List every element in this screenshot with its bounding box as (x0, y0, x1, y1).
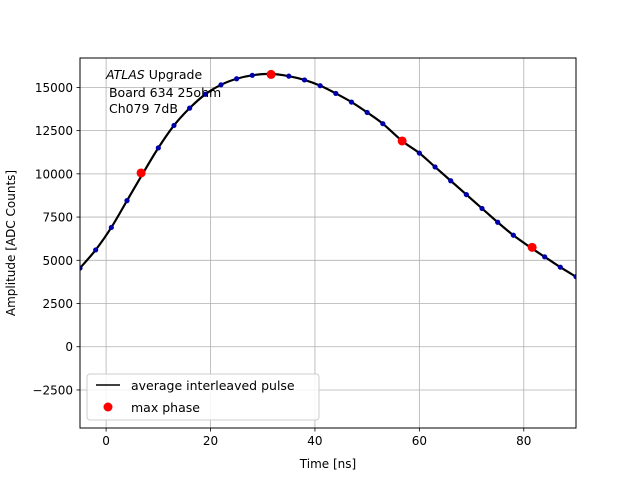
data-point (333, 90, 339, 97)
x-tick-label: 20 (203, 434, 218, 448)
x-tick-label: 60 (412, 434, 427, 448)
y-axis-label: Amplitude [ADC Counts] (4, 170, 18, 316)
data-point (380, 121, 386, 127)
data-point (301, 77, 308, 83)
data-point (557, 264, 563, 270)
annotation-upgrade: Upgrade (145, 67, 203, 82)
max-phase-point (266, 69, 276, 79)
legend: average interleaved pulse max phase (86, 373, 320, 421)
data-point (317, 83, 323, 89)
plot-frame (79, 57, 577, 429)
data-point (218, 82, 224, 88)
data-point (171, 122, 177, 129)
max-phase-point (527, 242, 537, 252)
annotation-channel: Ch079 7dB (105, 101, 178, 116)
max-phase-point (397, 136, 407, 146)
data-point (249, 72, 255, 78)
annotation: ATLAS Upgrade Board 634 25ohm Ch079 7dB (105, 67, 221, 116)
data-point (286, 73, 292, 79)
data-point (463, 191, 469, 198)
y-tick-label: 0 (65, 340, 73, 354)
annotation-atlas: ATLAS (105, 67, 145, 82)
data-point (80, 265, 83, 271)
plot-data (80, 69, 576, 280)
data-point (155, 145, 161, 151)
y-tick-label: 15000 (35, 81, 73, 95)
legend-marker-swatch (103, 402, 113, 412)
svg-text:ATLAS Upgrade: ATLAS Upgrade (105, 67, 202, 82)
data-point (124, 198, 130, 204)
x-tick-label: 40 (307, 434, 322, 448)
y-tick-label: 7500 (42, 211, 73, 225)
axis-ticks: 0 20 40 60 80 −2500 0 2500 5000 7500 10000 12500 150… (32, 81, 531, 448)
y-tick-label: 10000 (35, 167, 73, 181)
x-tick-label: 80 (516, 434, 531, 448)
x-axis-label: Time [ns] (299, 457, 356, 471)
data-point (479, 205, 485, 212)
data-point (108, 224, 114, 231)
y-tick-label: 5000 (42, 254, 73, 268)
legend-label-maxphase: max phase (131, 400, 200, 415)
data-point (202, 91, 208, 97)
data-point (93, 247, 99, 253)
data-point (364, 109, 370, 116)
data-point (510, 232, 516, 238)
data-point (348, 99, 355, 105)
data-point (573, 274, 576, 280)
data-point (234, 76, 240, 82)
annotation-board: Board 634 25ohm (105, 85, 221, 100)
y-tick-label: 2500 (42, 297, 73, 311)
max-phase-point (136, 168, 146, 178)
data-point (495, 219, 501, 225)
data-point (432, 164, 438, 170)
data-point (416, 150, 422, 156)
data-point (187, 105, 193, 111)
data-point (448, 178, 454, 184)
x-tick-label: 0 (102, 434, 110, 448)
y-tick-label: −2500 (32, 383, 73, 397)
legend-box (86, 373, 320, 421)
y-tick-label: 12500 (35, 124, 73, 138)
legend-label-pulse: average interleaved pulse (131, 378, 295, 393)
data-point (542, 254, 548, 260)
